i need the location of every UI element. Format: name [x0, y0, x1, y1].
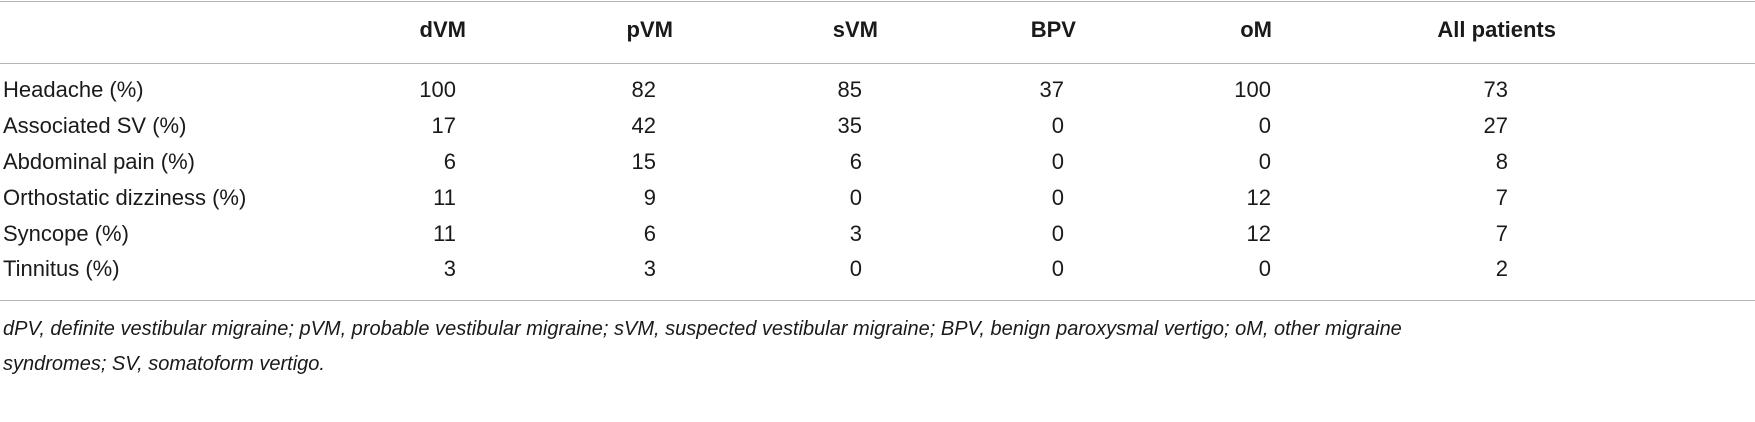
cell-bpv: 0: [1051, 256, 1064, 281]
column-header-all-patients: All patients: [1437, 17, 1556, 42]
cell-om: 12: [1246, 185, 1271, 210]
table-row: Headache (%) 100 82 85 37 100 73: [0, 72, 1755, 108]
cell-all-patients: 7: [1495, 185, 1508, 210]
cell-dvm: 3: [443, 256, 456, 281]
cell-om: 0: [1258, 149, 1271, 174]
cell-svm: 0: [849, 185, 862, 210]
table-top-rule: [0, 1, 1755, 2]
cell-pvm: 15: [631, 149, 656, 174]
row-label: Headache (%): [3, 77, 144, 102]
table-row: Tinnitus (%) 3 3 0 0 0 2: [0, 251, 1755, 287]
row-label: Orthostatic dizziness (%): [3, 185, 247, 210]
table-footnote: dPV, definite vestibular migraine; pVM, …: [3, 312, 1753, 382]
cell-svm: 0: [849, 256, 862, 281]
table-bottom-rule: [0, 300, 1755, 301]
footnote-line-1: dPV, definite vestibular migraine; pVM, …: [3, 318, 1402, 340]
cell-bpv: 0: [1051, 113, 1064, 138]
cell-om: 0: [1258, 113, 1271, 138]
cell-all-patients: 2: [1495, 256, 1508, 281]
column-header-dvm: dVM: [419, 17, 466, 42]
cell-pvm: 3: [643, 256, 656, 281]
cell-om: 0: [1258, 256, 1271, 281]
cell-dvm: 17: [431, 113, 456, 138]
table-row: Syncope (%) 11 6 3 0 12 7: [0, 216, 1755, 252]
column-header-pvm: pVM: [626, 17, 673, 42]
cell-svm: 6: [849, 149, 862, 174]
cell-om: 100: [1234, 77, 1271, 102]
column-header-bpv: BPV: [1030, 17, 1076, 42]
cell-dvm: 11: [433, 185, 456, 210]
table-row: Associated SV (%) 17 42 35 0 0 27: [0, 108, 1755, 144]
cell-dvm: 100: [419, 77, 456, 102]
column-header-svm: sVM: [832, 17, 878, 42]
row-label: Syncope (%): [3, 221, 129, 246]
table-header-rule: [0, 63, 1755, 64]
cell-bpv: 37: [1039, 77, 1064, 102]
cell-bpv: 0: [1051, 221, 1064, 246]
cell-bpv: 0: [1051, 149, 1064, 174]
cell-svm: 3: [849, 221, 862, 246]
cell-pvm: 42: [631, 113, 656, 138]
cell-pvm: 82: [631, 77, 656, 102]
cell-svm: 85: [837, 77, 862, 102]
row-label: Associated SV (%): [3, 113, 187, 138]
cell-svm: 35: [837, 113, 862, 138]
row-label: Tinnitus (%): [3, 256, 120, 281]
cell-pvm: 6: [643, 221, 656, 246]
cell-all-patients: 73: [1483, 77, 1508, 102]
cell-bpv: 0: [1051, 185, 1064, 210]
table-row: Orthostatic dizziness (%) 11 9 0 0 12 7: [0, 180, 1755, 216]
footnote-line-2: syndromes; SV, somatoform vertigo.: [3, 353, 325, 375]
cell-all-patients: 27: [1483, 113, 1508, 138]
cell-om: 12: [1246, 221, 1271, 246]
cell-dvm: 11: [433, 221, 456, 246]
cell-all-patients: 8: [1495, 149, 1508, 174]
column-header-om: oM: [1240, 17, 1272, 42]
cell-all-patients: 7: [1495, 221, 1508, 246]
row-label: Abdominal pain (%): [3, 149, 195, 174]
cell-dvm: 6: [443, 149, 456, 174]
table-row: Abdominal pain (%) 6 15 6 0 0 8: [0, 144, 1755, 180]
cell-pvm: 9: [643, 185, 656, 210]
